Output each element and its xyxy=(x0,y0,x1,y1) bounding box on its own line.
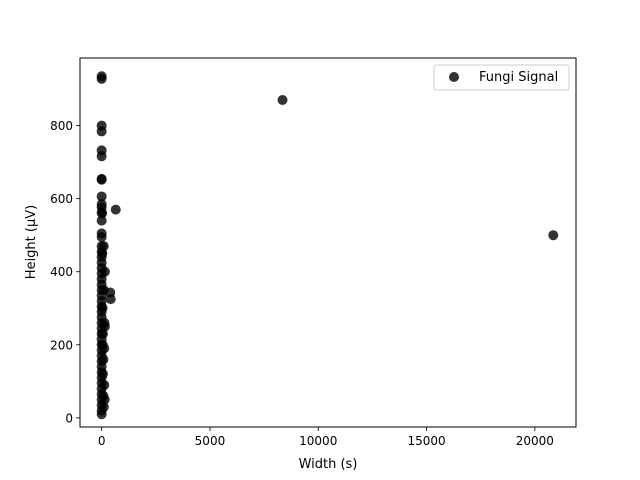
data-point xyxy=(110,204,121,215)
data-point xyxy=(99,379,110,390)
data-point xyxy=(99,394,110,405)
data-point xyxy=(97,303,108,314)
data-point xyxy=(96,191,107,202)
y-tick-label: 400 xyxy=(50,265,73,279)
legend-marker xyxy=(449,72,459,82)
plot-frame xyxy=(79,57,577,428)
x-tick-label: 20000 xyxy=(516,434,554,448)
data-point xyxy=(97,208,108,219)
data-point xyxy=(99,343,110,354)
y-axis-ticks: 0 200 400 600 800 xyxy=(50,119,80,425)
y-tick-label: 600 xyxy=(50,192,73,206)
data-point xyxy=(98,354,109,365)
x-tick-label: 0 xyxy=(98,434,106,448)
y-tick-label: 0 xyxy=(65,411,73,425)
data-point xyxy=(105,294,116,305)
data-point xyxy=(96,151,107,162)
data-point xyxy=(548,230,559,241)
data-point xyxy=(96,232,107,243)
x-axis-ticks: 0 5000 10000 15000 20000 xyxy=(98,427,554,448)
data-point xyxy=(98,401,109,412)
x-tick-label: 10000 xyxy=(299,434,337,448)
data-point xyxy=(99,266,110,277)
y-tick-label: 200 xyxy=(50,338,73,352)
data-point xyxy=(96,126,107,137)
legend-box xyxy=(433,64,570,91)
x-tick-label: 5000 xyxy=(195,434,226,448)
x-axis-label: Width (s) xyxy=(299,457,358,472)
data-point xyxy=(98,241,109,252)
legend-label: Fungi Signal xyxy=(479,70,558,85)
y-axis-label: Height (μV) xyxy=(24,205,39,279)
x-tick-label: 15000 xyxy=(407,434,445,448)
data-point xyxy=(97,369,108,380)
points-layer xyxy=(96,71,559,420)
data-point xyxy=(97,328,108,339)
data-point xyxy=(96,73,107,84)
data-point xyxy=(96,215,107,226)
y-tick-label: 800 xyxy=(50,119,73,133)
data-point xyxy=(277,95,288,106)
legend: Fungi Signal xyxy=(433,64,570,91)
data-point xyxy=(96,174,107,185)
